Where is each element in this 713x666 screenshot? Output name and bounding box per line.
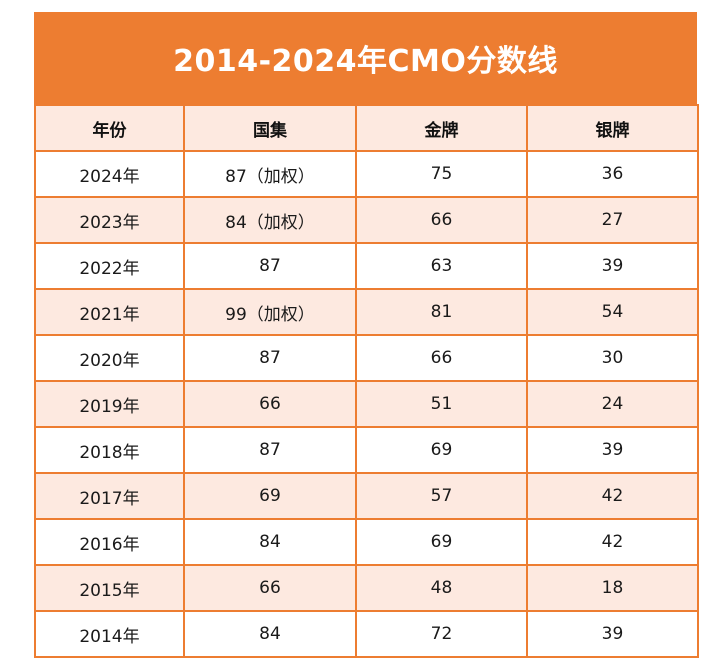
cell-national-team: 87 <box>183 334 357 382</box>
cell-national-team: 84（加权） <box>183 196 357 244</box>
cell-year: 2021年 <box>34 288 185 336</box>
cell-year: 2016年 <box>34 518 185 566</box>
cell-silver: 24 <box>526 380 699 428</box>
cell-gold: 66 <box>355 334 528 382</box>
cell-gold: 57 <box>355 472 528 520</box>
column-header-silver: 银牌 <box>526 104 699 152</box>
cell-silver: 39 <box>526 610 699 658</box>
cmo-score-table: 年份 国集 金牌 银牌 2024年 87（加权） 75 36 2023年 84（… <box>34 104 699 658</box>
cell-national-team: 87 <box>183 426 357 474</box>
cell-year: 2018年 <box>34 426 185 474</box>
cell-year: 2014年 <box>34 610 185 658</box>
cell-gold: 66 <box>355 196 528 244</box>
cell-national-team: 69 <box>183 472 357 520</box>
table-row: 2019年 66 51 24 <box>34 380 699 428</box>
table-row: 2022年 87 63 39 <box>34 242 699 290</box>
cell-silver: 36 <box>526 150 699 198</box>
cell-gold: 69 <box>355 518 528 566</box>
table-row: 2015年 66 48 18 <box>34 564 699 612</box>
column-header-gold: 金牌 <box>355 104 528 152</box>
cell-national-team: 66 <box>183 380 357 428</box>
table-row: 2018年 87 69 39 <box>34 426 699 474</box>
cell-national-team: 87 <box>183 242 357 290</box>
cell-gold: 81 <box>355 288 528 336</box>
cell-national-team: 84 <box>183 518 357 566</box>
cell-gold: 72 <box>355 610 528 658</box>
table-row: 2014年 84 72 39 <box>34 610 699 658</box>
cell-silver: 18 <box>526 564 699 612</box>
cell-silver: 39 <box>526 426 699 474</box>
cell-national-team: 99（加权） <box>183 288 357 336</box>
score-table-card: 2014-2024年CMO分数线 年份 国集 金牌 银牌 2024年 87（加权… <box>34 12 699 660</box>
cell-year: 2024年 <box>34 150 185 198</box>
cell-silver: 42 <box>526 472 699 520</box>
cell-national-team: 66 <box>183 564 357 612</box>
cell-national-team: 87（加权） <box>183 150 357 198</box>
table-row: 2017年 69 57 42 <box>34 472 699 520</box>
table-title-bar: 2014-2024年CMO分数线 <box>34 12 697 104</box>
table-row: 2023年 84（加权） 66 27 <box>34 196 699 244</box>
cell-gold: 75 <box>355 150 528 198</box>
cell-year: 2020年 <box>34 334 185 382</box>
table-row: 2016年 84 69 42 <box>34 518 699 566</box>
cell-year: 2022年 <box>34 242 185 290</box>
cell-year: 2015年 <box>34 564 185 612</box>
table-row: 2020年 87 66 30 <box>34 334 699 382</box>
cell-silver: 27 <box>526 196 699 244</box>
cell-national-team: 84 <box>183 610 357 658</box>
column-header-national-team: 国集 <box>183 104 357 152</box>
table-title: 2014-2024年CMO分数线 <box>173 44 558 79</box>
cell-year: 2019年 <box>34 380 185 428</box>
cell-gold: 69 <box>355 426 528 474</box>
cell-gold: 48 <box>355 564 528 612</box>
cell-silver: 54 <box>526 288 699 336</box>
cell-gold: 51 <box>355 380 528 428</box>
cell-gold: 63 <box>355 242 528 290</box>
cell-silver: 30 <box>526 334 699 382</box>
table-row: 2024年 87（加权） 75 36 <box>34 150 699 198</box>
table-header-row: 年份 国集 金牌 银牌 <box>34 104 699 152</box>
column-header-year: 年份 <box>34 104 185 152</box>
table-row: 2021年 99（加权） 81 54 <box>34 288 699 336</box>
cell-silver: 42 <box>526 518 699 566</box>
cell-year: 2017年 <box>34 472 185 520</box>
cell-silver: 39 <box>526 242 699 290</box>
cell-year: 2023年 <box>34 196 185 244</box>
